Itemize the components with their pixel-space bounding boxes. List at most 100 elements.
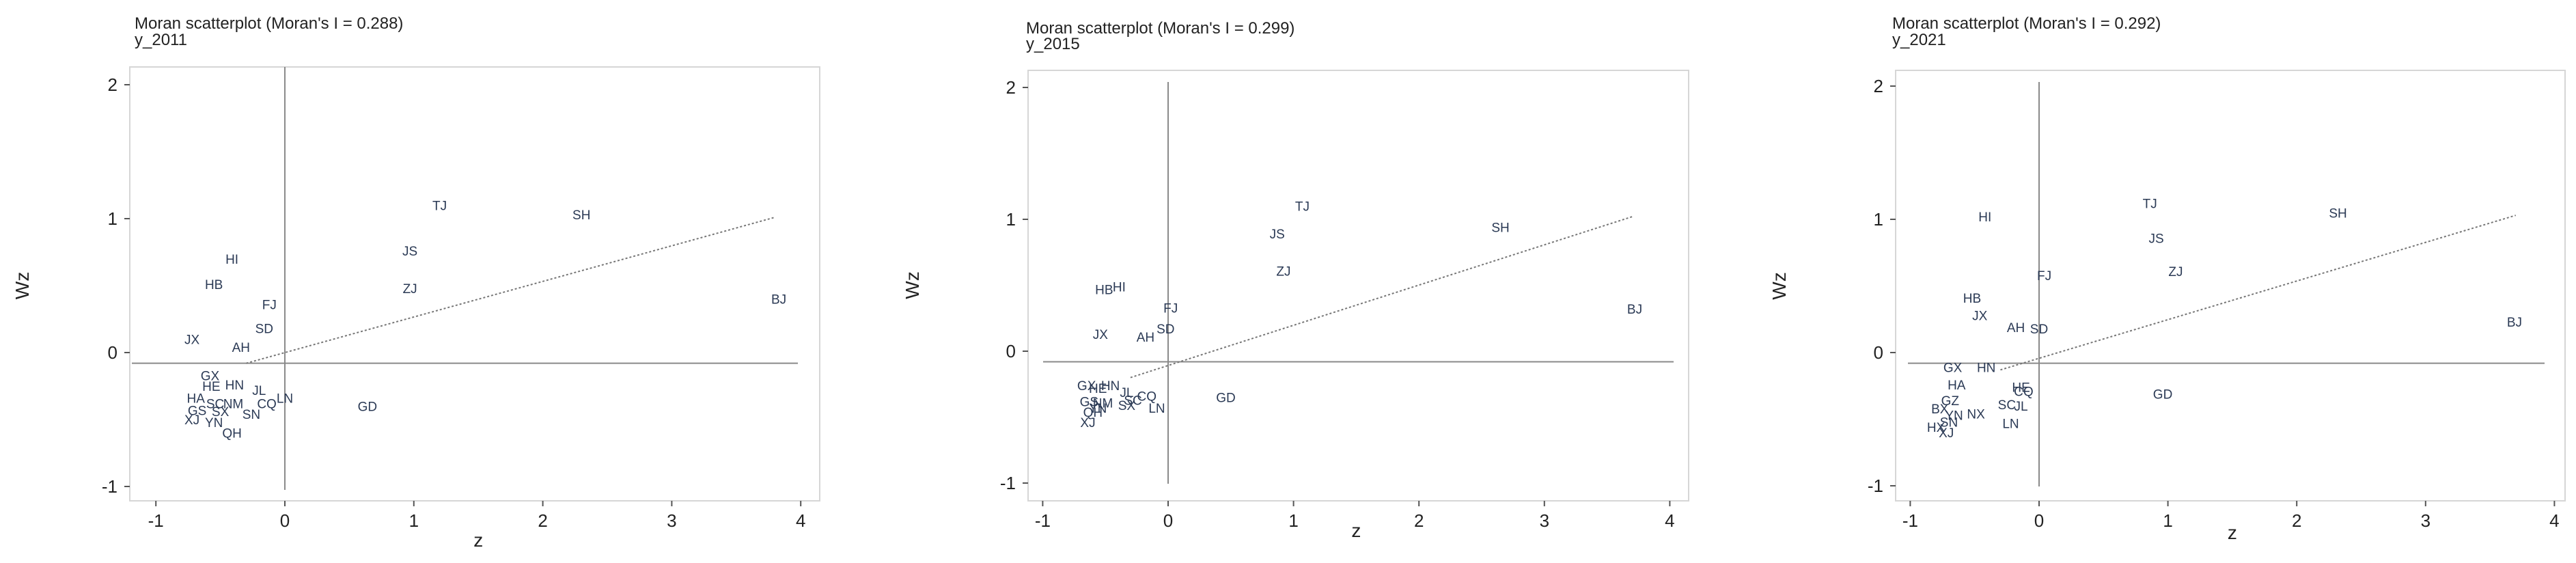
y-tick-label: 2 bbox=[1874, 76, 1883, 96]
x-tick-label: 2 bbox=[1414, 510, 1424, 531]
point-label-hn: HN bbox=[225, 379, 244, 393]
y-tick-label: 0 bbox=[1874, 342, 1883, 363]
point-label-js: JS bbox=[1270, 228, 1285, 242]
chart-panel-1: Moran scatterplot (Moran's I = 0.288)y_2… bbox=[12, 14, 820, 551]
y-tick-label: 0 bbox=[108, 342, 117, 363]
y-axis-label: Wz bbox=[12, 272, 33, 299]
point-label-ln: LN bbox=[2002, 417, 2019, 431]
point-label-xj: XJ bbox=[184, 413, 199, 428]
point-label-jx: JX bbox=[184, 333, 200, 347]
point-label-sd: SD bbox=[2030, 322, 2048, 337]
point-label-qh: QH bbox=[1083, 406, 1103, 420]
point-label-sd: SD bbox=[255, 322, 273, 337]
point-label-he: HE bbox=[1089, 382, 1107, 396]
point-label-sh: SH bbox=[1491, 221, 1509, 236]
point-label-nm: NM bbox=[1093, 396, 1113, 411]
point-label-ha: HA bbox=[187, 392, 206, 407]
point-label-hb: HB bbox=[1963, 292, 1981, 306]
point-label-bx: BX bbox=[1931, 402, 1949, 417]
point-label-gs: GS bbox=[1080, 395, 1098, 409]
point-label-yn: YN bbox=[205, 416, 223, 430]
point-label-sn: SN bbox=[1940, 415, 1958, 430]
fit-line bbox=[246, 217, 775, 364]
y-axis-label: Wz bbox=[902, 271, 923, 299]
point-label-sn: SN bbox=[243, 408, 260, 422]
point-label-ha: HA bbox=[1948, 379, 1966, 393]
x-tick-label: 4 bbox=[2549, 510, 2559, 531]
point-label-gd: GD bbox=[1216, 392, 1236, 406]
x-tick-label: 3 bbox=[667, 510, 676, 531]
point-label-gx: GX bbox=[201, 369, 220, 383]
point-label-jl: JL bbox=[2014, 400, 2028, 414]
point-label-sc: SC bbox=[1998, 398, 2016, 413]
point-label-gx: GX bbox=[1077, 379, 1096, 394]
point-label-ah: AH bbox=[232, 341, 250, 355]
point-label-js: JS bbox=[402, 245, 417, 259]
point-label-tj: TJ bbox=[2143, 197, 2157, 212]
point-label-yn: YN bbox=[1089, 402, 1107, 416]
point-label-ln: LN bbox=[277, 392, 293, 407]
point-label-gs: GS bbox=[188, 404, 206, 418]
y-tick-label: 1 bbox=[1006, 209, 1016, 230]
x-tick-label: 3 bbox=[1540, 510, 1549, 531]
chart-panel-3: Moran scatterplot (Moran's I = 0.292)y_2… bbox=[1769, 14, 2566, 543]
x-tick-label: -1 bbox=[1902, 510, 1918, 531]
point-label-jl: JL bbox=[252, 384, 266, 398]
plot-frame bbox=[1027, 70, 1689, 502]
point-label-gd: GD bbox=[358, 400, 378, 414]
point-label-hx: HX bbox=[1927, 421, 1945, 435]
point-label-gx: GX bbox=[1943, 361, 1963, 375]
chart-subtitle: y_2015 bbox=[1026, 35, 1080, 53]
x-axis-label: z bbox=[2228, 522, 2237, 543]
point-label-jl: JL bbox=[1120, 386, 1133, 400]
x-tick-label: 3 bbox=[2421, 510, 2430, 531]
point-label-sh: SH bbox=[572, 208, 590, 223]
y-tick-label: 2 bbox=[108, 74, 117, 95]
point-label-he: HE bbox=[2012, 381, 2030, 396]
chart-title: Moran scatterplot (Moran's I = 0.288) bbox=[135, 14, 403, 33]
y-tick-label: -1 bbox=[102, 476, 117, 497]
point-label-hn: HN bbox=[1101, 379, 1120, 394]
x-tick-label: 2 bbox=[2292, 510, 2301, 531]
point-label-bj: BJ bbox=[771, 293, 786, 307]
x-axis-label: z bbox=[473, 530, 483, 551]
chart-title: Moran scatterplot (Moran's I = 0.299) bbox=[1026, 19, 1294, 38]
x-tick-label: 2 bbox=[538, 510, 547, 531]
x-tick-label: 0 bbox=[2034, 510, 2044, 531]
x-tick-label: 1 bbox=[2163, 510, 2172, 531]
point-label-hi: HI bbox=[1113, 280, 1126, 294]
chart-subtitle: y_2021 bbox=[1892, 31, 1946, 49]
x-tick-label: -1 bbox=[1035, 510, 1051, 531]
point-label-zj: ZJ bbox=[403, 282, 417, 297]
point-label-nm: NM bbox=[223, 397, 244, 411]
y-tick-label: 1 bbox=[108, 208, 117, 229]
x-tick-label: 1 bbox=[1288, 510, 1298, 531]
fit-line bbox=[1130, 216, 1633, 379]
chart-panel-2: Moran scatterplot (Moran's I = 0.299)y_2… bbox=[902, 19, 1689, 541]
x-tick-label: 0 bbox=[280, 510, 290, 531]
point-label-sx: SX bbox=[212, 405, 230, 420]
point-label-nx: NX bbox=[1967, 408, 1985, 422]
y-tick-label: -1 bbox=[1000, 473, 1016, 493]
point-label-hb: HB bbox=[1095, 283, 1113, 297]
point-label-fj: FJ bbox=[1163, 301, 1178, 316]
point-label-jx: JX bbox=[1093, 328, 1109, 342]
chart-subtitle: y_2011 bbox=[135, 31, 187, 49]
y-tick-label: 0 bbox=[1006, 341, 1016, 361]
x-tick-label: 4 bbox=[796, 510, 805, 531]
point-label-ah: AH bbox=[2007, 321, 2025, 335]
point-label-js: JS bbox=[2149, 232, 2164, 246]
fit-line bbox=[2000, 215, 2517, 371]
point-label-bj: BJ bbox=[1627, 303, 1642, 317]
point-label-zj: ZJ bbox=[1276, 264, 1290, 279]
point-label-fj: FJ bbox=[262, 298, 277, 312]
y-tick-label: -1 bbox=[1868, 476, 1883, 496]
point-label-hb: HB bbox=[205, 278, 223, 292]
x-tick-label: 4 bbox=[1665, 510, 1674, 531]
point-label-xj: XJ bbox=[1080, 416, 1095, 430]
point-label-qh: QH bbox=[222, 427, 242, 441]
point-label-yn: YN bbox=[1945, 409, 1963, 424]
plot-frame bbox=[129, 66, 820, 502]
point-label-cq: CQ bbox=[2014, 385, 2034, 400]
point-label-gz: GZ bbox=[1941, 394, 1960, 409]
